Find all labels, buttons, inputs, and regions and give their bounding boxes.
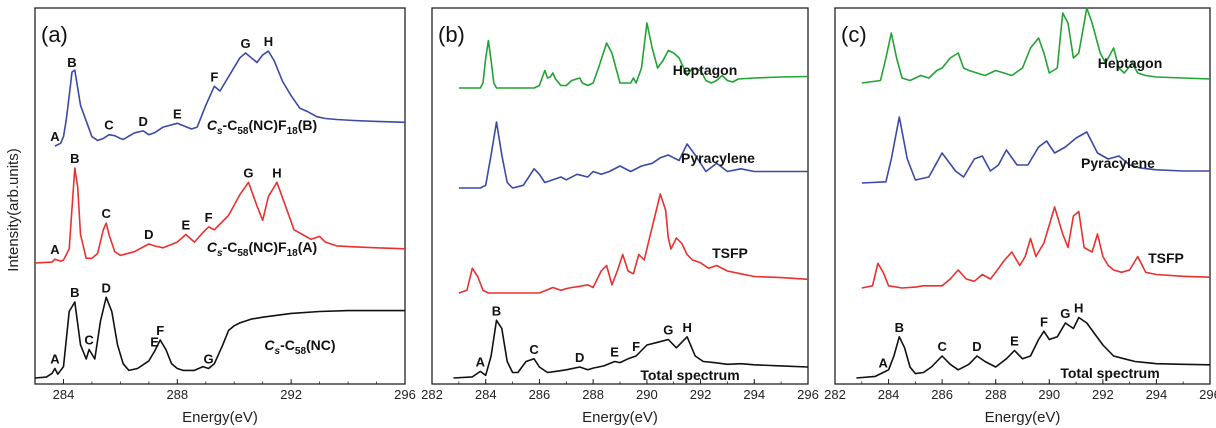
x-tick-label: 286	[931, 387, 953, 402]
peak-label-f: F	[156, 323, 164, 338]
x-tick-label: 296	[797, 387, 819, 402]
panel-label: (a)	[41, 22, 68, 47]
x-tick-label: 292	[690, 387, 712, 402]
series-label: Heptagon	[1098, 55, 1163, 71]
peak-label-g: G	[204, 352, 214, 367]
peak-label-c: C	[101, 206, 111, 221]
x-axis-title: Energy(eV)	[182, 409, 258, 426]
series-label: Cs-C58(NC)	[264, 337, 335, 357]
series-line-total-spectrum	[453, 319, 809, 379]
series-line-tsfp	[861, 206, 1211, 289]
series-line-pyracylene	[458, 121, 808, 189]
x-tick-label: 286	[529, 387, 551, 402]
x-axis-title: Energy(eV)	[985, 409, 1061, 426]
series-line-heptagon	[458, 22, 809, 89]
series-label: Pyracylene	[681, 150, 755, 166]
x-tick-label: 288	[582, 387, 604, 402]
peak-label-c: C	[104, 118, 114, 133]
peak-label-e: E	[150, 334, 159, 349]
peak-label-h: H	[272, 165, 281, 180]
x-tick-label: 290	[636, 387, 658, 402]
peak-label-g: G	[663, 323, 673, 338]
peak-label-a: A	[879, 356, 889, 371]
series-line-tsfp	[458, 193, 809, 294]
x-tick-label: 284	[53, 387, 75, 402]
series-label: Cs-C58(NC)F18(B)	[207, 117, 317, 137]
x-tick-label: 292	[280, 387, 302, 402]
series-label: Pyracylene	[1081, 155, 1155, 171]
peak-label-b: B	[70, 285, 79, 300]
peak-label-b: B	[70, 151, 79, 166]
x-tick-label: 284	[475, 387, 497, 402]
peak-label-a: A	[50, 242, 60, 257]
peak-label-e: E	[182, 218, 191, 233]
series-line-cs-c58-nc-	[34, 296, 405, 379]
panel-frame-2	[431, 7, 809, 385]
series-line-total-spectrum	[856, 316, 1211, 379]
peak-label-h: H	[264, 34, 273, 49]
series-line-cs-c58-nc-f18-b-	[54, 50, 406, 147]
peak-label-d: D	[144, 227, 153, 242]
peak-label-f: F	[632, 339, 640, 354]
series-label: Total spectrum	[640, 367, 739, 383]
x-tick-label: 296	[1199, 387, 1216, 402]
series-label: Cs-C58(NC)F18(A)	[207, 239, 317, 259]
peak-label-c: C	[937, 339, 947, 354]
peak-label-e: E	[610, 345, 619, 360]
y-axis-title: Intensity(arb.units)	[5, 148, 22, 271]
x-tick-label: 282	[824, 387, 846, 402]
peak-label-h: H	[682, 320, 691, 335]
panel-label: (b)	[438, 22, 465, 47]
series-line-heptagon	[861, 7, 1211, 84]
peak-label-g: G	[243, 165, 253, 180]
peak-label-b: B	[67, 55, 76, 70]
peak-label-c: C	[529, 342, 539, 357]
peak-label-b: B	[895, 320, 904, 335]
x-tick-label: 294	[1146, 387, 1168, 402]
x-axis-title: Energy(eV)	[582, 409, 658, 426]
x-tick-label: 294	[743, 387, 765, 402]
panel-label: (c)	[841, 22, 867, 47]
peak-label-a: A	[50, 129, 60, 144]
series-line-cs-c58-nc-f18-a-	[34, 167, 406, 264]
peak-label-b: B	[492, 303, 501, 318]
x-tick-label: 282	[421, 387, 443, 402]
x-tick-label: 292	[1092, 387, 1114, 402]
x-tick-label: 296	[394, 387, 416, 402]
peak-label-e: E	[1010, 334, 1019, 349]
series-label: Heptagon	[673, 62, 738, 78]
x-tick-label: 288	[985, 387, 1007, 402]
x-tick-label: 284	[878, 387, 900, 402]
series-label: Total spectrum	[1060, 365, 1159, 381]
peak-label-a: A	[476, 354, 486, 369]
x-tick-label: 288	[166, 387, 188, 402]
peak-label-a: A	[50, 352, 60, 367]
peak-label-d: D	[138, 114, 147, 129]
series-label: TSFP	[712, 245, 748, 261]
peak-label-f: F	[210, 69, 218, 84]
peak-label-g: G	[1060, 306, 1070, 321]
peak-label-e: E	[173, 106, 182, 121]
peak-label-d: D	[575, 350, 584, 365]
series-label: TSFP	[1148, 250, 1184, 266]
peak-label-h: H	[1074, 301, 1083, 316]
peak-label-f: F	[205, 210, 213, 225]
series-line-pyracylene	[861, 116, 1210, 184]
peak-label-c: C	[84, 333, 94, 348]
peak-label-d: D	[972, 339, 981, 354]
x-tick-label: 290	[1038, 387, 1060, 402]
peak-label-f: F	[1040, 314, 1048, 329]
panel-frame-1	[34, 7, 406, 385]
peak-label-g: G	[241, 36, 251, 51]
peak-label-d: D	[101, 280, 110, 295]
